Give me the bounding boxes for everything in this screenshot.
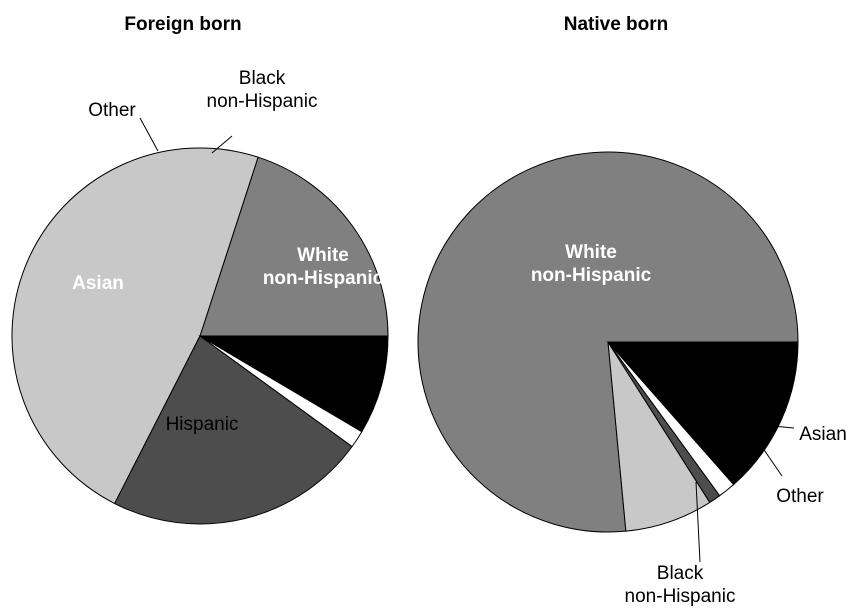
pie-slice-black-non-hispanic xyxy=(198,335,389,433)
slice-label-other: Other xyxy=(88,100,136,121)
slice-label-other: Other xyxy=(776,486,824,507)
pie-slice-white-non-hispanic xyxy=(199,156,389,337)
pie-slice-black-non-hispanic xyxy=(606,341,799,486)
pie-foreign-born: White non-Hispanic Hispanic Asian Other Black… xyxy=(11,68,389,525)
slice-label-hispanic: Hispanic xyxy=(702,358,775,379)
pie-slice-asian xyxy=(113,335,353,525)
slice-label-hispanic: Hispanic xyxy=(166,414,239,435)
leader-line-black-non-hispanic xyxy=(211,135,233,154)
leader-line-other xyxy=(759,443,783,477)
leader-line-asian xyxy=(771,425,795,429)
leader-line-black-non-hispanic xyxy=(695,481,701,563)
slice-label-white-non-hispanic: White non-Hispanic xyxy=(531,242,652,286)
leader-line-other xyxy=(139,117,159,152)
pie-slice-hispanic xyxy=(11,147,259,505)
slice-label-asian: Asian xyxy=(72,273,124,294)
pie-native-born: White non-Hispanic Hispanic Asian Other Black… xyxy=(417,151,847,607)
slice-label-black-non-hispanic: Black non-Hispanic xyxy=(625,563,736,607)
chart-title-native-born: Native born xyxy=(564,14,669,35)
slice-label-black-non-hispanic: Black non-Hispanic xyxy=(207,68,318,112)
chart-title-foreign-born: Foreign born xyxy=(124,14,241,35)
slice-label-asian: Asian xyxy=(799,424,847,445)
slice-label-white-non-hispanic: White non-Hispanic xyxy=(263,245,384,289)
